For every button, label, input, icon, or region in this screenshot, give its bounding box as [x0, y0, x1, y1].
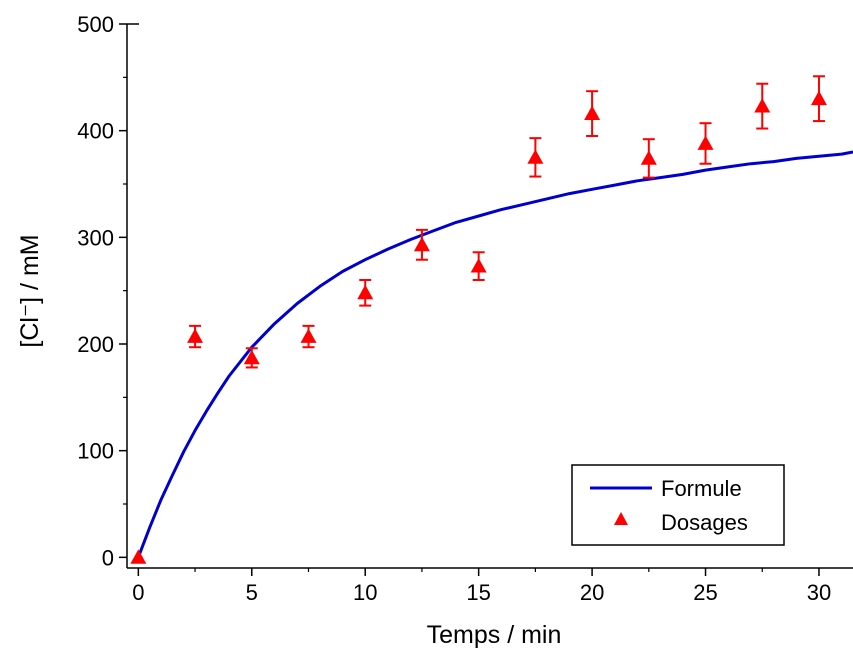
- data-point-triangle: [584, 105, 601, 120]
- y-tick-label: 200: [77, 332, 114, 357]
- series-line-formule: [136, 150, 853, 558]
- data-point-triangle: [300, 328, 317, 343]
- y-axis-title: [Cl⁻] / mM: [16, 234, 44, 347]
- data-point-triangle: [243, 349, 260, 365]
- x-tick-label: 10: [353, 580, 377, 605]
- data-point-triangle: [357, 284, 374, 300]
- legend: Formule Dosages: [571, 464, 785, 546]
- legend-triangle-swatch: [614, 512, 628, 525]
- legend-label-dosages: Dosages: [661, 510, 748, 535]
- x-tick-label: 25: [693, 580, 717, 605]
- data-point-triangle: [754, 98, 771, 113]
- y-tick-label: 500: [77, 12, 114, 37]
- data-point-triangle: [470, 258, 487, 273]
- x-tick-label: 5: [246, 580, 258, 605]
- x-tick-label: 15: [466, 580, 490, 605]
- y-tick-label: 400: [77, 119, 114, 144]
- y-tick-label: 0: [102, 545, 114, 570]
- data-marks: [130, 75, 853, 564]
- data-point-triangle: [413, 236, 430, 252]
- data-point-triangle: [697, 135, 714, 150]
- data-point-triangle: [527, 149, 544, 164]
- x-tick-label: 0: [132, 580, 144, 605]
- data-point-triangle: [640, 150, 657, 165]
- data-point-triangle: [130, 549, 147, 564]
- y-tick-label: 300: [77, 225, 114, 250]
- legend-label-formule: Formule: [661, 476, 742, 501]
- x-axis-title: Temps / min: [427, 621, 562, 649]
- data-point-triangle: [810, 90, 827, 106]
- data-point-triangle: [187, 328, 204, 343]
- x-tick-label: 20: [580, 580, 604, 605]
- x-tick-label: 30: [807, 580, 831, 605]
- y-tick-label: 100: [77, 439, 114, 464]
- legend-box: [571, 464, 785, 546]
